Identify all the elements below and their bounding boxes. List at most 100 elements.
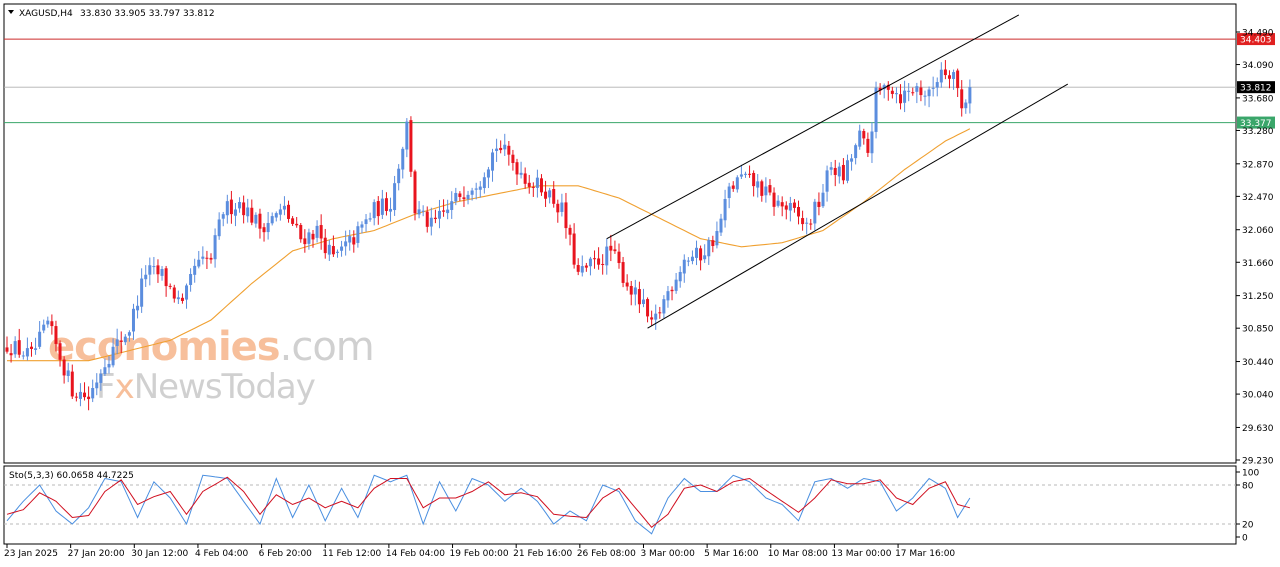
candle bbox=[646, 297, 650, 323]
candle bbox=[609, 234, 613, 262]
candle bbox=[180, 293, 184, 304]
candle bbox=[899, 84, 903, 110]
candle bbox=[466, 190, 470, 205]
channel-line-lower[interactable] bbox=[647, 83, 1069, 329]
time-tick-label: 11 Feb 12:00 bbox=[322, 549, 381, 559]
candle bbox=[654, 304, 658, 330]
candle bbox=[633, 279, 637, 306]
watermark-x: x bbox=[115, 367, 135, 407]
candle bbox=[731, 181, 735, 192]
candle bbox=[401, 146, 405, 179]
candle bbox=[87, 386, 91, 411]
candle bbox=[703, 244, 707, 263]
candle bbox=[658, 306, 662, 319]
price-tick-label: 32.870 bbox=[1242, 160, 1274, 170]
candle bbox=[866, 132, 870, 157]
candle bbox=[805, 217, 809, 235]
candle bbox=[674, 272, 678, 294]
candle bbox=[62, 356, 66, 384]
candle bbox=[66, 362, 70, 383]
candle bbox=[213, 228, 217, 268]
time-tick-label: 4 Feb 04:00 bbox=[195, 549, 249, 559]
candle bbox=[491, 148, 495, 182]
candle bbox=[454, 187, 458, 206]
candle bbox=[319, 214, 323, 250]
candle bbox=[870, 122, 874, 163]
candle bbox=[601, 254, 605, 275]
candle bbox=[850, 154, 854, 171]
stochastic-layer bbox=[4, 474, 1236, 535]
candle bbox=[723, 189, 727, 228]
candle bbox=[548, 187, 552, 204]
candle bbox=[903, 80, 907, 113]
candle bbox=[507, 140, 511, 166]
candle bbox=[119, 331, 123, 354]
time-tick-label: 13 Mar 00:00 bbox=[831, 549, 891, 559]
candle bbox=[450, 191, 454, 219]
candle bbox=[597, 247, 601, 270]
trend-channel bbox=[606, 14, 1069, 329]
candle bbox=[13, 336, 17, 358]
candle bbox=[172, 284, 176, 303]
candle bbox=[588, 256, 592, 276]
candle bbox=[270, 212, 274, 226]
candle bbox=[760, 179, 764, 202]
candle bbox=[470, 187, 474, 201]
candle bbox=[813, 198, 817, 231]
triangle-down-icon[interactable] bbox=[8, 10, 14, 14]
candle bbox=[576, 258, 580, 276]
stochastic-tick-label: 0 bbox=[1242, 534, 1248, 544]
candle bbox=[437, 199, 441, 229]
candle bbox=[931, 76, 935, 97]
candle bbox=[743, 171, 747, 178]
candle bbox=[376, 196, 380, 225]
candle bbox=[291, 216, 295, 227]
candle bbox=[858, 124, 862, 150]
candle bbox=[83, 382, 87, 401]
candle bbox=[360, 221, 364, 234]
price-tick-label: 31.250 bbox=[1242, 292, 1274, 302]
time-tick-label: 30 Jan 12:00 bbox=[131, 549, 188, 559]
candle bbox=[287, 200, 291, 223]
candle bbox=[364, 214, 368, 232]
candle bbox=[670, 286, 674, 301]
candle bbox=[515, 158, 519, 186]
candle bbox=[397, 164, 401, 191]
candle bbox=[274, 211, 278, 222]
time-tick-label: 21 Feb 16:00 bbox=[513, 549, 572, 559]
time-tick-label: 26 Feb 08:00 bbox=[577, 549, 636, 559]
candle bbox=[641, 288, 645, 308]
horizontal-levels: 34.403 33.812 33.377 bbox=[4, 33, 1275, 129]
candle bbox=[221, 211, 225, 227]
candle bbox=[531, 182, 535, 197]
candle bbox=[707, 237, 711, 265]
price-axis: 34.490 34.090 33.680 33.280 32.870 32.470 32.0… bbox=[1236, 29, 1274, 467]
time-tick-label: 3 Mar 00:00 bbox=[640, 549, 695, 559]
watermark-brand-economies: economies.com bbox=[48, 324, 374, 370]
candle bbox=[54, 320, 58, 352]
price-tick-label: 32.060 bbox=[1242, 226, 1274, 236]
candle bbox=[42, 319, 46, 334]
candle bbox=[70, 364, 74, 400]
candle bbox=[568, 224, 572, 246]
candle bbox=[637, 281, 641, 314]
price-tick-label: 31.660 bbox=[1242, 259, 1274, 269]
candle bbox=[389, 197, 393, 222]
price-tick-label: 34.090 bbox=[1242, 61, 1274, 71]
candle bbox=[25, 337, 29, 361]
candle bbox=[201, 246, 205, 265]
candle bbox=[878, 83, 882, 95]
candle bbox=[295, 217, 299, 228]
candle bbox=[841, 158, 845, 185]
candle bbox=[352, 230, 356, 253]
candle bbox=[788, 196, 792, 222]
level-tag-current bbox=[1237, 81, 1275, 94]
channel-line-upper[interactable] bbox=[606, 14, 1020, 240]
candle bbox=[727, 182, 731, 209]
candle bbox=[862, 128, 866, 145]
stochastic-tick-label: 20 bbox=[1242, 521, 1254, 531]
candle bbox=[686, 257, 690, 267]
candle bbox=[886, 81, 890, 101]
candle bbox=[776, 195, 780, 208]
chart-header[interactable]: XAGUSD,H4 33.830 33.905 33.797 33.812 bbox=[8, 9, 215, 19]
